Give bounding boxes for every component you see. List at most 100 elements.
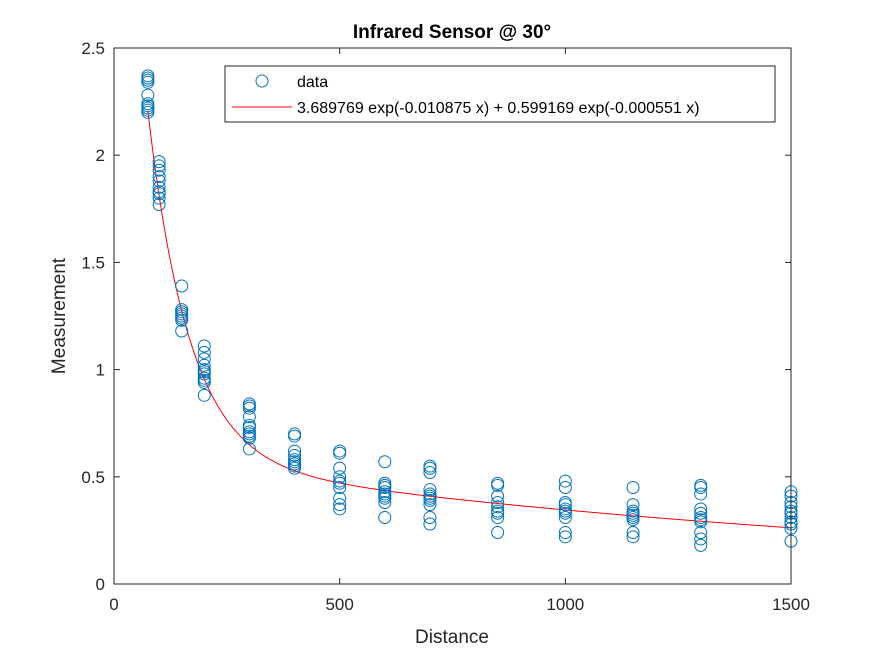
data-point bbox=[152, 163, 166, 177]
data-point bbox=[197, 352, 211, 366]
data-point bbox=[423, 461, 437, 475]
data-point bbox=[197, 339, 211, 353]
data-point bbox=[152, 170, 166, 184]
data-point bbox=[152, 155, 166, 169]
data-point bbox=[694, 502, 708, 516]
y-tick-label: 1.5 bbox=[81, 253, 105, 272]
legend-fit-label: 3.689769 exp(-0.010875 x) + 0.599169 exp… bbox=[297, 100, 700, 117]
data-point bbox=[626, 513, 640, 527]
data-point bbox=[491, 506, 505, 520]
plot-area bbox=[113, 47, 798, 585]
plot-background bbox=[114, 48, 791, 584]
legend: data 3.689769 exp(-0.010875 x) + 0.59916… bbox=[224, 65, 776, 123]
y-axis-label: Measurement bbox=[49, 257, 70, 374]
x-tick-label: 1500 bbox=[772, 595, 810, 614]
data-point bbox=[333, 491, 347, 505]
data-point bbox=[558, 498, 572, 512]
data-point bbox=[626, 530, 640, 544]
data-point bbox=[423, 493, 437, 507]
y-tick-label: 2.5 bbox=[81, 39, 105, 58]
data-point bbox=[378, 455, 392, 469]
data-point bbox=[626, 481, 640, 495]
data-point bbox=[558, 530, 572, 544]
y-tick-label: 1 bbox=[96, 361, 105, 380]
data-point bbox=[141, 88, 155, 102]
data-point bbox=[626, 498, 640, 512]
data-point bbox=[491, 500, 505, 514]
data-point bbox=[152, 180, 166, 194]
data-point bbox=[242, 442, 256, 456]
data-point bbox=[558, 506, 572, 520]
data-point bbox=[197, 358, 211, 372]
data-point bbox=[175, 279, 189, 293]
data-point bbox=[378, 491, 392, 505]
data-point bbox=[423, 517, 437, 531]
data-point bbox=[333, 481, 347, 495]
data-point bbox=[197, 345, 211, 359]
data-point bbox=[491, 489, 505, 503]
data-point bbox=[491, 478, 505, 492]
y-axis: 0 0.5 1 1.5 2 2.5 bbox=[81, 39, 791, 594]
data-point bbox=[694, 532, 708, 546]
data-point bbox=[175, 324, 189, 338]
data-point bbox=[288, 444, 302, 458]
data-point bbox=[197, 367, 211, 381]
data-point bbox=[242, 410, 256, 424]
data-point bbox=[378, 481, 392, 495]
legend-data-marker bbox=[255, 74, 269, 88]
data-point bbox=[333, 498, 347, 512]
data-point bbox=[242, 420, 256, 434]
data-point bbox=[288, 461, 302, 475]
data-point bbox=[626, 526, 640, 540]
data-point bbox=[152, 159, 166, 173]
data-point bbox=[333, 470, 347, 484]
data-point bbox=[694, 538, 708, 552]
data-point bbox=[694, 526, 708, 540]
data-point bbox=[333, 461, 347, 475]
data-point bbox=[558, 511, 572, 525]
y-tick-label: 0 bbox=[96, 575, 105, 594]
data-point bbox=[141, 75, 155, 89]
data-point bbox=[378, 496, 392, 510]
data-point bbox=[423, 466, 437, 480]
data-point bbox=[558, 474, 572, 488]
data-point bbox=[558, 526, 572, 540]
plot-frame bbox=[113, 47, 792, 585]
data-point bbox=[491, 511, 505, 525]
y-tick-label: 0.5 bbox=[81, 468, 105, 487]
data-point bbox=[152, 191, 166, 205]
data-point bbox=[152, 174, 166, 188]
data-point bbox=[197, 388, 211, 402]
data-point bbox=[141, 105, 155, 119]
data-point bbox=[242, 431, 256, 445]
legend-box bbox=[224, 65, 776, 123]
data-point bbox=[333, 446, 347, 460]
data-point bbox=[378, 511, 392, 525]
data-point bbox=[694, 487, 708, 501]
data-point bbox=[175, 313, 189, 327]
data-point bbox=[197, 375, 211, 389]
x-tick-label: 1000 bbox=[546, 595, 584, 614]
data-point bbox=[152, 198, 166, 212]
data-point bbox=[423, 498, 437, 512]
x-axis: 0 500 1000 1500 bbox=[109, 48, 810, 614]
data-point bbox=[694, 515, 708, 529]
data-point bbox=[558, 481, 572, 495]
legend-data-label: data bbox=[297, 74, 328, 91]
x-axis-label: Distance bbox=[415, 627, 489, 648]
data-point bbox=[333, 502, 347, 516]
data-point bbox=[491, 526, 505, 540]
data-point bbox=[152, 187, 166, 201]
data-point bbox=[288, 448, 302, 462]
data-point bbox=[694, 506, 708, 520]
data-point bbox=[491, 496, 505, 510]
data-point bbox=[288, 429, 302, 443]
data-point bbox=[694, 481, 708, 495]
data-point bbox=[333, 476, 347, 490]
data-point bbox=[423, 511, 437, 525]
x-tick-label: 0 bbox=[109, 595, 118, 614]
data-point bbox=[423, 483, 437, 497]
data-point bbox=[242, 401, 256, 415]
x-tick-label: 500 bbox=[325, 595, 353, 614]
